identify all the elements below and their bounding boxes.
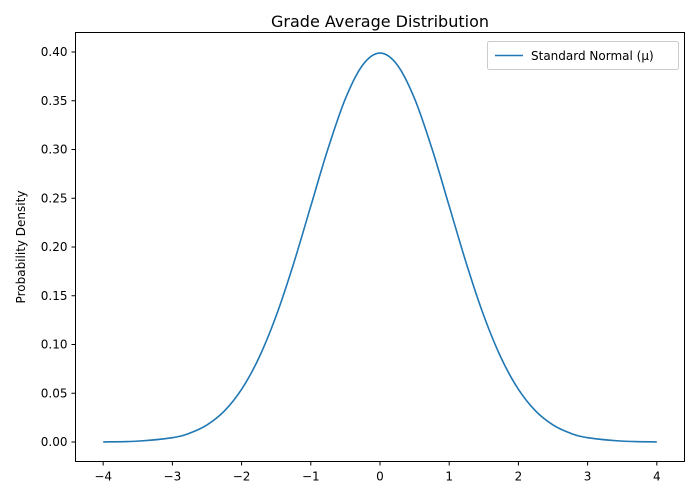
y-axis-label: Probability Density: [14, 191, 28, 304]
x-tick-label: 2: [515, 470, 523, 484]
y-tick-label: 0.30: [41, 143, 68, 157]
y-tick-label: 0.20: [41, 240, 68, 254]
x-tick-label: 0: [376, 470, 384, 484]
x-tick-label: −1: [302, 470, 320, 484]
x-tick-label: −3: [164, 470, 182, 484]
chart-title: Grade Average Distribution: [271, 12, 489, 31]
legend-box: [487, 41, 679, 70]
x-tick-label: 3: [584, 470, 592, 484]
y-tick-label: 0.25: [41, 191, 68, 205]
series-line: [103, 52, 657, 443]
legend-label: Standard Normal (μ): [531, 49, 654, 63]
y-tick-label: 0.15: [41, 289, 68, 303]
legend: Standard Normal (μ): [487, 41, 679, 70]
y-axis-ticks: 0.00 0.05 0.10 0.15 0.20 0.25 0.30 0.35 0.40: [41, 45, 76, 449]
y-tick-label: 0.00: [41, 435, 68, 449]
y-tick-label: 0.10: [41, 338, 68, 352]
x-tick-label: −2: [233, 470, 251, 484]
x-tick-label: 4: [653, 470, 661, 484]
y-tick-label: 0.40: [41, 45, 68, 59]
x-tick-label: 1: [445, 470, 453, 484]
y-tick-label: 0.05: [41, 386, 68, 400]
plot-area: [103, 52, 657, 443]
y-tick-label: 0.35: [41, 94, 68, 108]
x-tick-label: −4: [94, 470, 112, 484]
plot-frame: [75, 32, 685, 462]
x-axis-ticks: −4 −3 −2 −1 0 1 2 3 4: [94, 461, 661, 484]
